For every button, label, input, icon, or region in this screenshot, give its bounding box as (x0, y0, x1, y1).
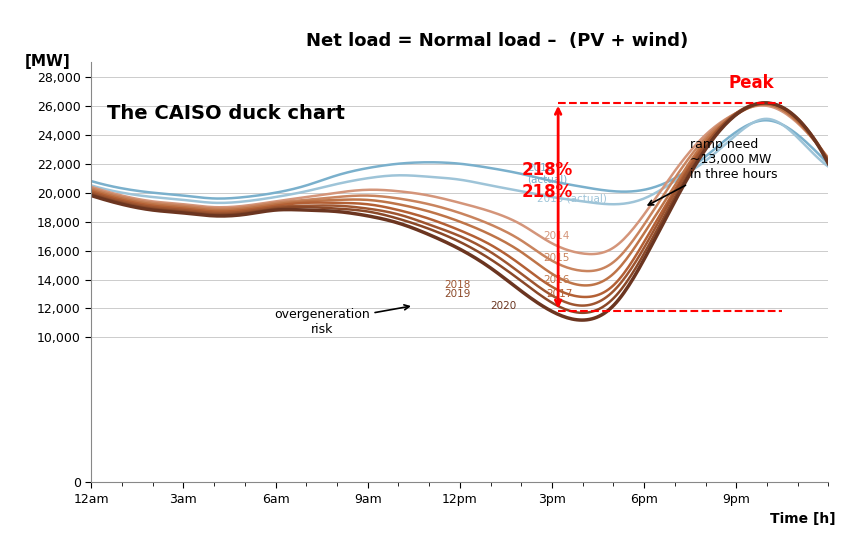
Text: 2012
(actual): 2012 (actual) (527, 163, 568, 185)
Text: 2014: 2014 (543, 231, 570, 241)
Text: ramp need
~13,000 MW
in three hours: ramp need ~13,000 MW in three hours (649, 138, 778, 205)
Text: [MW]: [MW] (25, 54, 71, 69)
Text: 218%: 218% (521, 183, 573, 201)
Text: 2016: 2016 (543, 274, 570, 284)
Text: The CAISO duck chart: The CAISO duck chart (106, 104, 344, 123)
Text: 2013 (actual): 2013 (actual) (536, 193, 607, 204)
Text: overgeneration
risk: overgeneration risk (274, 305, 409, 336)
Text: Peak: Peak (728, 75, 774, 92)
Text: 2020: 2020 (490, 301, 517, 311)
Text: 2019: 2019 (445, 289, 471, 299)
Title: Net load = Normal load –  (PV + wind): Net load = Normal load – (PV + wind) (306, 31, 688, 50)
Text: Time [h]: Time [h] (770, 512, 836, 526)
Text: 218%: 218% (521, 161, 573, 179)
Text: 2018: 2018 (445, 280, 471, 290)
Text: 2017: 2017 (546, 289, 572, 299)
Text: 2015: 2015 (543, 253, 570, 263)
